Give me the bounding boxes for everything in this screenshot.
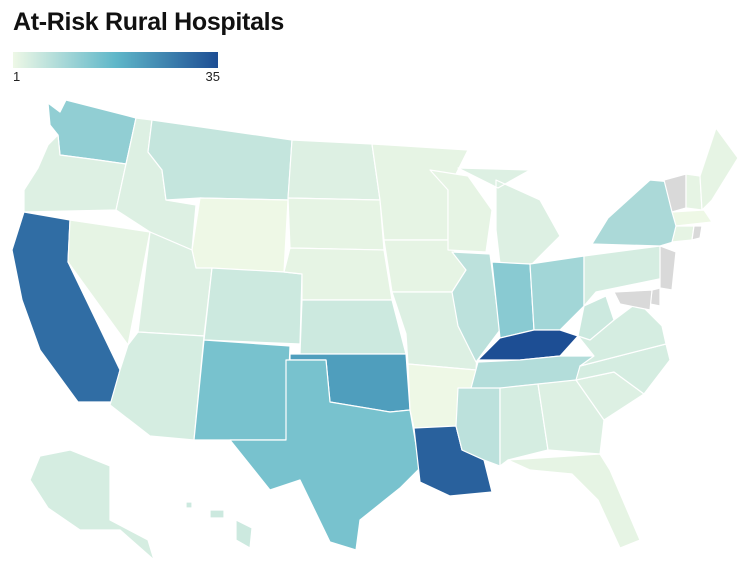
- state-va[interactable]: [577, 301, 667, 367]
- state-sd[interactable]: [287, 197, 385, 251]
- state-fl[interactable]: [507, 453, 641, 549]
- state-ma[interactable]: [671, 209, 713, 227]
- state-nm[interactable]: [193, 339, 291, 441]
- state-co[interactable]: [203, 267, 303, 345]
- state-ri[interactable]: [691, 225, 703, 241]
- state-al[interactable]: [499, 383, 549, 467]
- state-me[interactable]: [699, 127, 739, 211]
- legend-labels: 1 35: [13, 68, 220, 84]
- state-nd[interactable]: [287, 139, 381, 201]
- state-ga[interactable]: [537, 379, 605, 455]
- state-il[interactable]: [451, 251, 501, 363]
- map-title: At-Risk Rural Hospitals: [13, 8, 284, 36]
- state-az[interactable]: [109, 331, 205, 441]
- legend-min-label: 1: [13, 69, 21, 84]
- state-ak[interactable]: [29, 449, 155, 561]
- state-mt[interactable]: [147, 119, 293, 201]
- state-tx[interactable]: [229, 359, 421, 551]
- state-ks[interactable]: [299, 299, 407, 355]
- state-wv[interactable]: [577, 295, 615, 341]
- color-legend: 1 35: [13, 52, 220, 84]
- state-hi[interactable]: [185, 501, 253, 549]
- state-in[interactable]: [491, 261, 535, 339]
- state-pa[interactable]: [583, 245, 665, 307]
- state-or[interactable]: [23, 134, 127, 213]
- state-md[interactable]: [613, 289, 653, 311]
- state-ct[interactable]: [671, 225, 695, 243]
- state-wy[interactable]: [191, 197, 289, 273]
- legend-gradient-bar: [13, 52, 218, 68]
- state-wi[interactable]: [429, 169, 493, 253]
- state-nj[interactable]: [659, 245, 677, 291]
- legend-max-label: 35: [205, 69, 220, 84]
- state-wa[interactable]: [47, 99, 137, 165]
- state-oh[interactable]: [529, 255, 585, 331]
